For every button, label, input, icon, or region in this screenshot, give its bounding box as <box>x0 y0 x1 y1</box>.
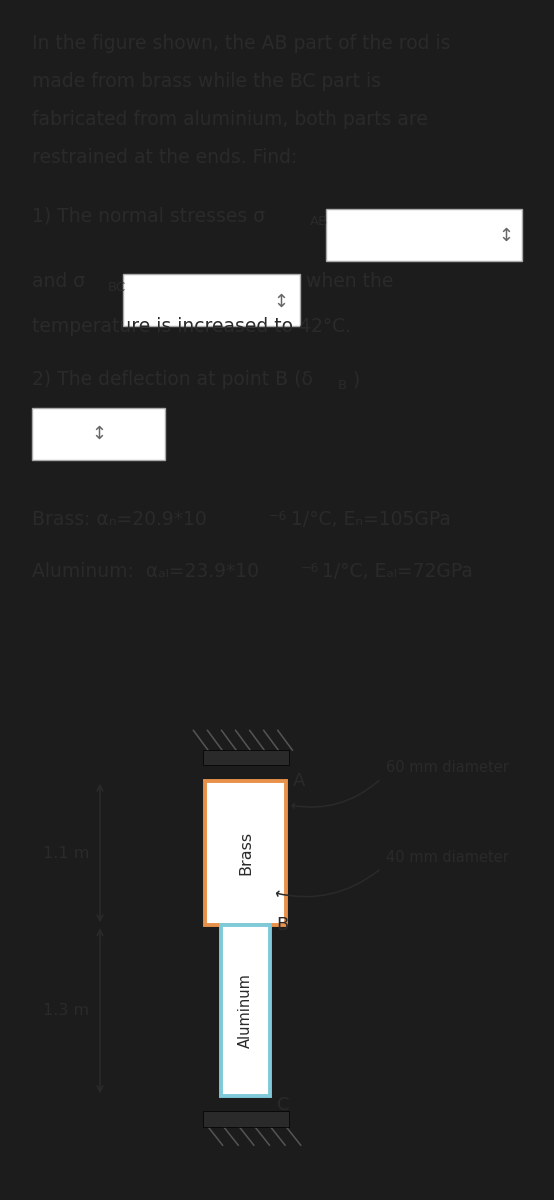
Text: 1/°C, Eₙ=105GPa: 1/°C, Eₙ=105GPa <box>285 510 451 529</box>
Text: BC: BC <box>107 281 126 294</box>
Text: 60 mm diameter: 60 mm diameter <box>386 761 509 775</box>
Text: AB: AB <box>310 215 328 228</box>
Text: B: B <box>338 379 347 391</box>
Text: 1) The normal stresses σ: 1) The normal stresses σ <box>32 206 265 226</box>
Bar <box>203 1111 289 1127</box>
Text: fabricated from aluminium, both parts are: fabricated from aluminium, both parts ar… <box>32 110 428 130</box>
Text: and σ: and σ <box>32 272 85 292</box>
Text: Brass: αₙ=20.9*10: Brass: αₙ=20.9*10 <box>32 510 207 529</box>
Text: 1/°C, Eₐₗ=72GPa: 1/°C, Eₐₗ=72GPa <box>316 562 473 581</box>
Text: ↕: ↕ <box>91 425 106 443</box>
Text: made from brass while the BC part is: made from brass while the BC part is <box>32 72 381 91</box>
Text: C: C <box>277 1096 289 1114</box>
FancyBboxPatch shape <box>124 275 300 326</box>
Text: 1.3 m: 1.3 m <box>43 1003 89 1018</box>
Text: 1.1 m: 1.1 m <box>43 846 89 860</box>
Text: ): ) <box>352 371 360 389</box>
Text: 2) The deflection at point B (δ: 2) The deflection at point B (δ <box>32 371 313 389</box>
Bar <box>221 925 270 1096</box>
Bar <box>203 750 289 766</box>
Text: Aluminum:  αₐₗ=23.9*10: Aluminum: αₐₗ=23.9*10 <box>32 562 259 581</box>
FancyBboxPatch shape <box>32 408 165 460</box>
Bar <box>206 781 286 925</box>
Text: Aluminum: Aluminum <box>238 973 253 1048</box>
Text: −6: −6 <box>269 510 288 523</box>
Text: Brass: Brass <box>238 830 253 875</box>
Text: when the: when the <box>306 272 393 292</box>
Text: A: A <box>293 772 305 790</box>
Text: 40 mm diameter: 40 mm diameter <box>386 850 509 865</box>
Text: temperature is increased to 42°C.: temperature is increased to 42°C. <box>32 317 351 336</box>
Text: −6: −6 <box>300 562 319 575</box>
Text: restrained at the ends. Find:: restrained at the ends. Find: <box>32 148 297 167</box>
Text: ↕: ↕ <box>274 293 289 311</box>
FancyBboxPatch shape <box>326 209 522 260</box>
Text: B: B <box>277 917 289 935</box>
Text: In the figure shown, the AB part of the rod is: In the figure shown, the AB part of the … <box>32 35 451 53</box>
Text: ↕: ↕ <box>499 227 514 245</box>
